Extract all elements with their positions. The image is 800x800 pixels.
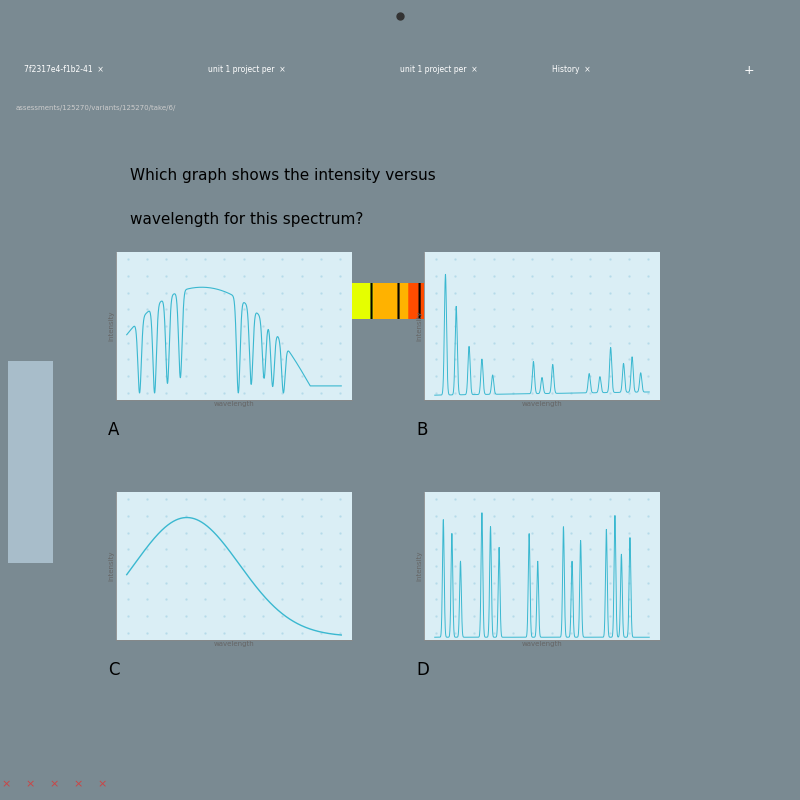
Text: +: + <box>744 63 754 77</box>
X-axis label: wavelength: wavelength <box>522 642 562 647</box>
Text: assessments/125270/variants/125270/take/6/: assessments/125270/variants/125270/take/… <box>16 105 176 111</box>
Text: wavelength for this spectrum?: wavelength for this spectrum? <box>130 213 364 227</box>
Text: Which graph shows the intensity versus: Which graph shows the intensity versus <box>130 168 436 183</box>
Y-axis label: intensity: intensity <box>417 310 422 342</box>
Text: unit 1 project per  ×: unit 1 project per × <box>400 66 478 74</box>
Y-axis label: intensity: intensity <box>417 550 422 582</box>
Text: C: C <box>108 661 119 679</box>
X-axis label: wavelength: wavelength <box>214 402 254 407</box>
Text: A: A <box>108 421 119 439</box>
Text: unit 1 project per  ×: unit 1 project per × <box>208 66 286 74</box>
Text: History  ×: History × <box>552 66 590 74</box>
Text: ×: × <box>74 779 82 789</box>
Text: D: D <box>416 661 429 679</box>
Text: ×: × <box>98 779 106 789</box>
Text: ×: × <box>26 779 34 789</box>
X-axis label: wavelength: wavelength <box>522 402 562 407</box>
Y-axis label: intensity: intensity <box>109 550 114 582</box>
Text: 7f2317e4-f1b2-41  ×: 7f2317e4-f1b2-41 × <box>24 66 104 74</box>
Text: B: B <box>416 421 427 439</box>
Text: ×: × <box>2 779 10 789</box>
X-axis label: wavelength: wavelength <box>214 642 254 647</box>
Text: ×: × <box>50 779 58 789</box>
Bar <box>8 361 53 563</box>
Y-axis label: intensity: intensity <box>109 310 114 342</box>
